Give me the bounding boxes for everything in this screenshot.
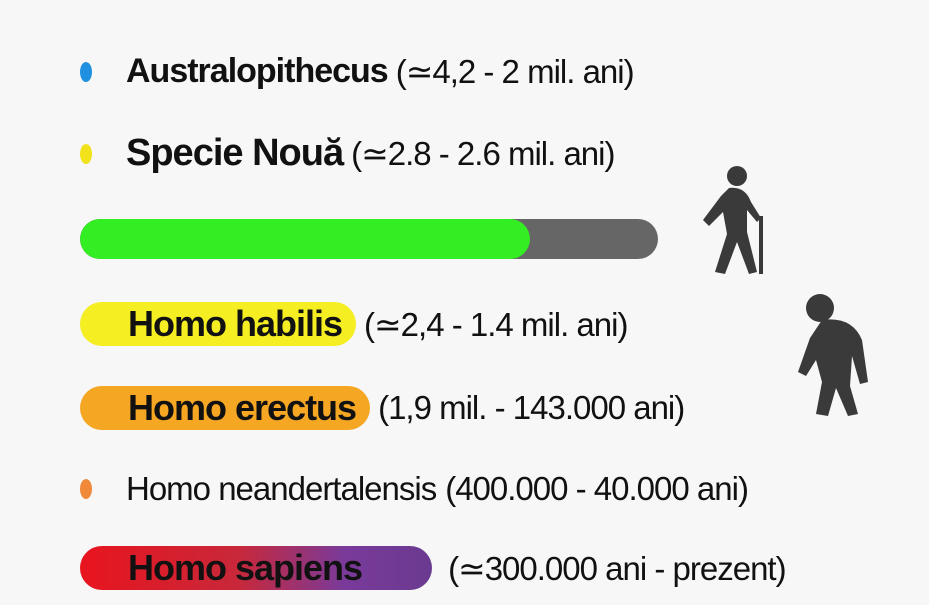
species-range: (≃2,4 - 1.4 mil. ani): [364, 305, 628, 343]
item-row: Australopithecus (≃4,2 - 2 mil. ani): [80, 52, 635, 91]
species-name: Homo sapiens: [80, 546, 433, 590]
walking-hominid-icon: [703, 166, 763, 274]
item-row: Homo sapiens (≃300.000 ani - prezent): [80, 546, 787, 590]
progress-bar: [80, 219, 658, 259]
item-row: Homo erectus (1,9 mil. - 143.000 ani): [80, 386, 685, 430]
species-range: (400.000 - 40.000 ani): [445, 470, 749, 507]
ape-icon: [798, 294, 868, 416]
species-name: Australopithecus: [126, 52, 389, 90]
species-range: (≃2.8 - 2.6 mil. ani): [351, 135, 615, 172]
species-name: Homo erectus: [80, 386, 371, 430]
species-name: Homo neandertalensis: [126, 470, 437, 507]
species-range: (≃4,2 - 2 mil. ani): [395, 53, 635, 90]
progress-fill: [80, 219, 530, 259]
item-row: Homo habilis (≃2,4 - 1.4 mil. ani): [80, 302, 628, 346]
species-name: Specie Nouă: [126, 132, 344, 174]
bullet: [80, 61, 92, 82]
item-row: Specie Nouă (≃2.8 - 2.6 mil. ani): [80, 132, 615, 175]
species-range: (≃300.000 ani - prezent): [448, 549, 787, 587]
bullet: [80, 143, 92, 164]
species-name: Homo habilis: [80, 302, 357, 346]
item-row: Homo neandertalensis (400.000 - 40.000 a…: [80, 470, 749, 508]
bullet: [80, 479, 92, 499]
species-range: (1,9 mil. - 143.000 ani): [378, 389, 685, 426]
